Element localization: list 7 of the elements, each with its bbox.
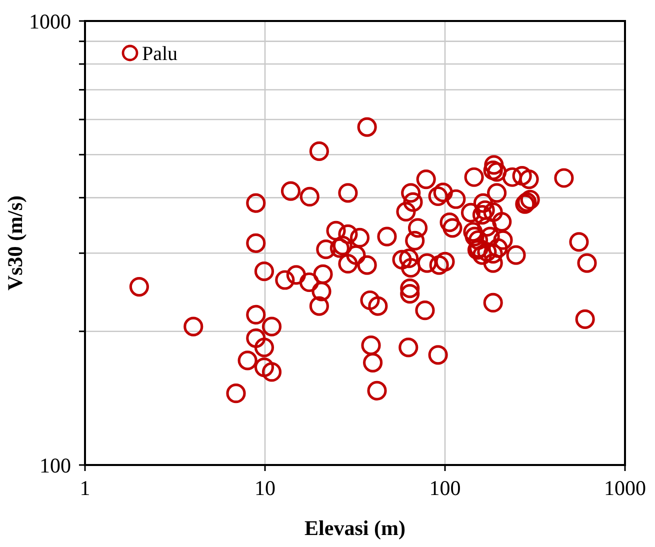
x-tick-label: 1000 — [604, 476, 646, 500]
x-axis-title: Elevasi (m) — [304, 516, 406, 540]
x-tick-label: 100 — [429, 476, 461, 500]
x-tick-label: 1 — [80, 476, 90, 500]
x-tick-label: 10 — [254, 476, 276, 500]
legend-label: Palu — [142, 43, 178, 65]
y-axis-title: Vs30 (m/s) — [3, 195, 27, 291]
